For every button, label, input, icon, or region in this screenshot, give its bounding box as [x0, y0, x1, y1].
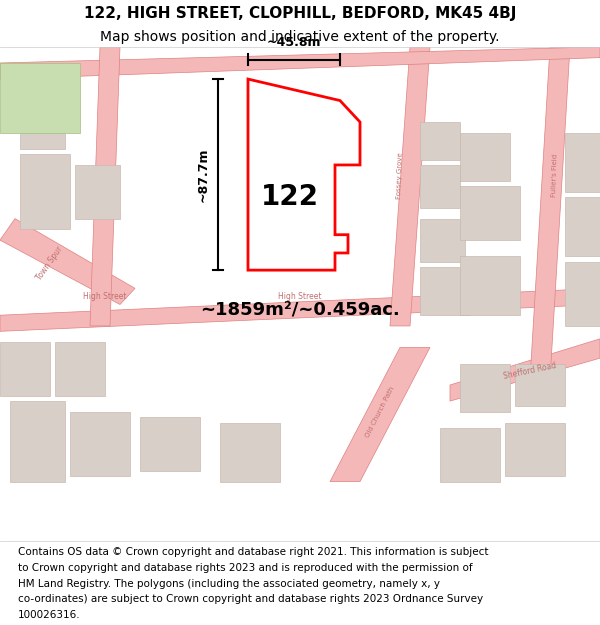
Text: Fuller's Field: Fuller's Field: [551, 154, 559, 198]
Polygon shape: [460, 186, 520, 240]
Text: High Street: High Street: [278, 292, 322, 301]
Text: Map shows position and indicative extent of the property.: Map shows position and indicative extent…: [100, 29, 500, 44]
Polygon shape: [565, 132, 600, 192]
Polygon shape: [70, 412, 130, 476]
Polygon shape: [20, 101, 65, 149]
Polygon shape: [440, 428, 500, 482]
Polygon shape: [0, 219, 135, 304]
Polygon shape: [90, 47, 120, 326]
Polygon shape: [0, 342, 50, 396]
Polygon shape: [515, 364, 565, 406]
Polygon shape: [460, 364, 510, 412]
Polygon shape: [530, 47, 570, 379]
Polygon shape: [420, 165, 460, 208]
Polygon shape: [0, 63, 80, 132]
Polygon shape: [460, 256, 520, 315]
Text: ~87.7m: ~87.7m: [197, 148, 210, 202]
Polygon shape: [10, 401, 65, 482]
Text: co-ordinates) are subject to Crown copyright and database rights 2023 Ordnance S: co-ordinates) are subject to Crown copyr…: [18, 594, 483, 604]
Polygon shape: [390, 47, 430, 326]
Text: 122: 122: [261, 183, 319, 211]
Text: Fossey Grove: Fossey Grove: [396, 152, 404, 199]
Polygon shape: [505, 422, 565, 476]
Polygon shape: [140, 418, 200, 471]
Text: Shefford Road: Shefford Road: [503, 361, 557, 381]
Text: HM Land Registry. The polygons (including the associated geometry, namely x, y: HM Land Registry. The polygons (includin…: [18, 579, 440, 589]
Text: Old Church Path: Old Church Path: [365, 386, 395, 438]
Polygon shape: [0, 288, 600, 331]
Text: ~1859m²/~0.459ac.: ~1859m²/~0.459ac.: [200, 301, 400, 319]
Polygon shape: [75, 165, 120, 219]
Text: 100026316.: 100026316.: [18, 610, 80, 620]
Text: 122, HIGH STREET, CLOPHILL, BEDFORD, MK45 4BJ: 122, HIGH STREET, CLOPHILL, BEDFORD, MK4…: [84, 6, 516, 21]
Polygon shape: [330, 348, 430, 482]
Polygon shape: [55, 342, 105, 396]
Polygon shape: [420, 267, 470, 315]
Polygon shape: [420, 122, 460, 159]
Polygon shape: [0, 47, 600, 79]
Text: Contains OS data © Crown copyright and database right 2021. This information is : Contains OS data © Crown copyright and d…: [18, 548, 488, 558]
Polygon shape: [248, 79, 360, 270]
Text: to Crown copyright and database rights 2023 and is reproduced with the permissio: to Crown copyright and database rights 2…: [18, 563, 473, 573]
Polygon shape: [565, 197, 600, 256]
Polygon shape: [450, 339, 600, 401]
Text: ~45.8m: ~45.8m: [267, 36, 321, 49]
Polygon shape: [565, 261, 600, 326]
Polygon shape: [220, 422, 280, 482]
Polygon shape: [420, 219, 465, 261]
Polygon shape: [460, 132, 510, 181]
Polygon shape: [20, 154, 70, 229]
Text: High Street: High Street: [83, 292, 127, 301]
Text: Town Spur: Town Spur: [35, 245, 65, 282]
